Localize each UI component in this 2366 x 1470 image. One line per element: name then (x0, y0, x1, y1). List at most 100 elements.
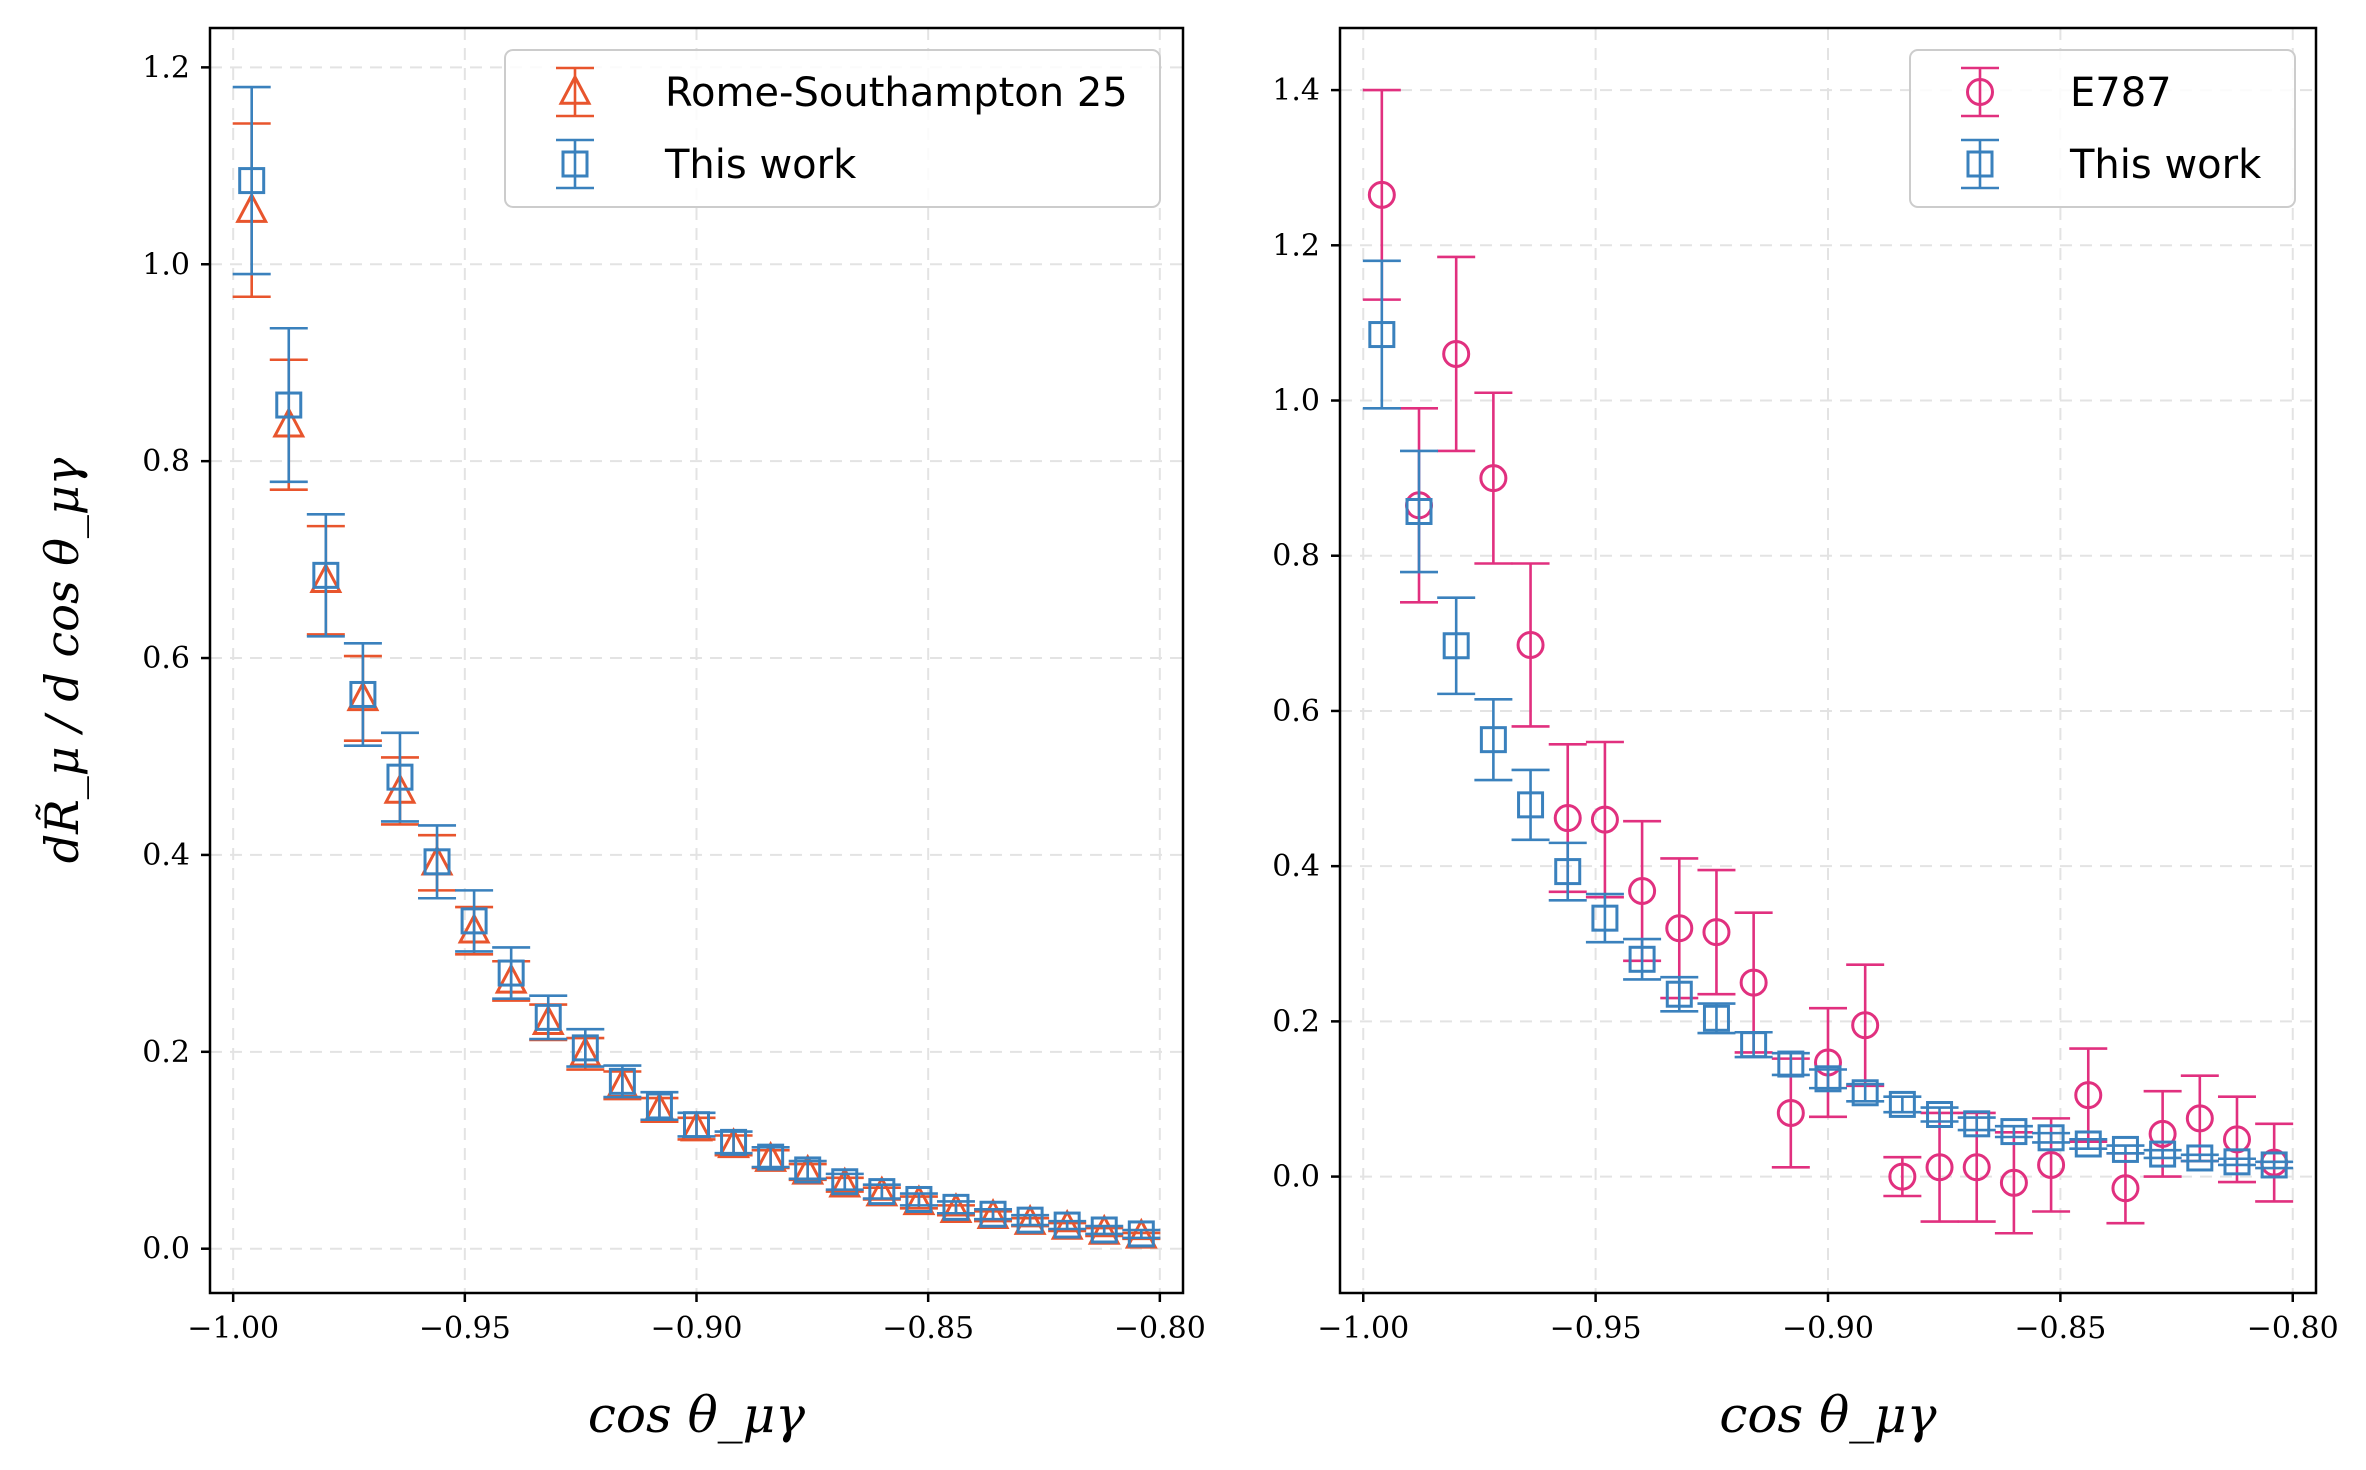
y-tick-label: 1.0 (1272, 384, 1320, 419)
error-bar (640, 1090, 679, 1122)
legend-error-bar (1961, 138, 1999, 190)
y-tick-label: 1.4 (1272, 73, 1320, 108)
data-point (1739, 968, 1768, 997)
data-point (645, 1092, 673, 1120)
left-panel: −1.00 −0.95 −0.90 −0.85 −0.80 0.0 0.2 0.4 0.6 0.8… (35, 26, 1206, 1444)
error-bar (492, 946, 531, 1000)
error-bar (2143, 1089, 2182, 1178)
legend-error-bar (556, 138, 594, 190)
error-bar (306, 513, 345, 638)
legend-label: Rome-Southampton 25 (665, 70, 1128, 116)
legend-marker (1966, 150, 1994, 178)
data-point (1090, 1216, 1118, 1244)
legend-box (1909, 49, 2296, 208)
error-bar (380, 731, 419, 823)
y-tick-label: 0.2 (1272, 1004, 1320, 1039)
data-point (1925, 1153, 1954, 1182)
x-tick-label: −0.85 (2014, 1311, 2106, 1346)
data-point (497, 959, 525, 987)
data-point (642, 1091, 676, 1123)
series-square (1362, 259, 2294, 1179)
y-tick-label: 0.8 (1272, 539, 1320, 574)
data-point (1702, 1004, 1730, 1032)
data-point (571, 1034, 599, 1062)
y-tick-label: 0.2 (142, 1035, 190, 1070)
x-tick-label: −0.95 (1550, 1311, 1642, 1346)
error-bar (1697, 1002, 1736, 1035)
x-tick-label: −0.85 (882, 1311, 974, 1346)
data-point (1016, 1206, 1044, 1234)
data-point (1554, 858, 1582, 886)
legend-entry: This work (1961, 138, 2262, 190)
y-tick-label: 0.8 (142, 444, 190, 479)
data-point (1702, 918, 1731, 947)
data-point (720, 1128, 748, 1156)
data-point (1962, 1153, 1991, 1182)
legend-marker (561, 150, 589, 178)
error-bar (232, 85, 271, 276)
data-point (828, 1166, 862, 1198)
x-tick-label: −0.90 (651, 1311, 743, 1346)
right-panel: −1.00 −0.95 −0.90 −0.85 −0.80 0.0 0.2 0.4 0.6 0.8… (1272, 26, 2339, 1444)
data-point (680, 1110, 713, 1142)
data-point (1926, 1101, 1954, 1129)
data-point (1628, 876, 1657, 905)
data-point (423, 848, 451, 876)
y-tick-label: 1.0 (142, 247, 190, 282)
data-point (1442, 339, 1471, 368)
data-point (1368, 321, 1396, 349)
x-tick-label: −1.00 (1317, 1311, 1409, 1346)
error-bar (1437, 596, 1476, 696)
data-point (2037, 1124, 2065, 1152)
error-bar (1697, 868, 1736, 996)
data-point (1053, 1211, 1081, 1239)
legend-entry: E787 (1961, 66, 2172, 118)
data-point (717, 1127, 751, 1159)
y-tick-label: 0.4 (142, 838, 190, 873)
error-bar (1585, 892, 1624, 944)
data-point (831, 1168, 859, 1196)
error-bar (1511, 768, 1550, 842)
data-point (757, 1143, 785, 1171)
data-point (1517, 791, 1545, 819)
data-point (2074, 1130, 2102, 1158)
legend-error-bar (1961, 66, 1999, 118)
data-point (1665, 980, 1693, 1008)
x-tick-label: −0.90 (1782, 1311, 1874, 1346)
legend-entry: Rome-Southampton 25 (556, 66, 1128, 118)
data-point (1777, 1050, 1805, 1078)
data-point (2185, 1104, 2214, 1133)
data-point (942, 1193, 970, 1221)
data-point (979, 1200, 1007, 1228)
legend: Rome-Southampton 25 This work (504, 49, 1161, 208)
data-point (1367, 180, 1396, 209)
error-bar (1400, 449, 1439, 574)
legend-label: This work (664, 142, 857, 188)
data-point (2223, 1148, 2251, 1176)
data-point (1851, 1079, 1879, 1107)
y-tick-label: 0.6 (142, 641, 190, 676)
data-point (1665, 914, 1694, 943)
data-point (608, 1067, 636, 1095)
data-point (868, 1178, 896, 1206)
error-bar (2217, 1095, 2256, 1184)
data-point (2260, 1151, 2288, 1179)
data-point (1776, 1098, 1805, 1127)
data-point (1553, 804, 1582, 833)
data-point (2111, 1135, 2139, 1163)
x-tick-label: −0.95 (419, 1311, 511, 1346)
error-bar (343, 641, 382, 747)
legend: E787 This work (1909, 49, 2296, 208)
data-point (2037, 1150, 2066, 1179)
data-point (2148, 1119, 2177, 1148)
legend-label: This work (2069, 142, 2262, 188)
data-point (1591, 904, 1619, 932)
error-bar (1437, 255, 1476, 453)
y-tick-label: 1.2 (142, 50, 190, 85)
data-point (2000, 1118, 2028, 1146)
y-axis-label: dR̃_μ / d cos θ_μγ (35, 457, 89, 863)
data-point (1628, 945, 1656, 973)
data-point (2186, 1144, 2214, 1172)
error-bar (1362, 259, 1401, 410)
data-point (1999, 1168, 2028, 1197)
